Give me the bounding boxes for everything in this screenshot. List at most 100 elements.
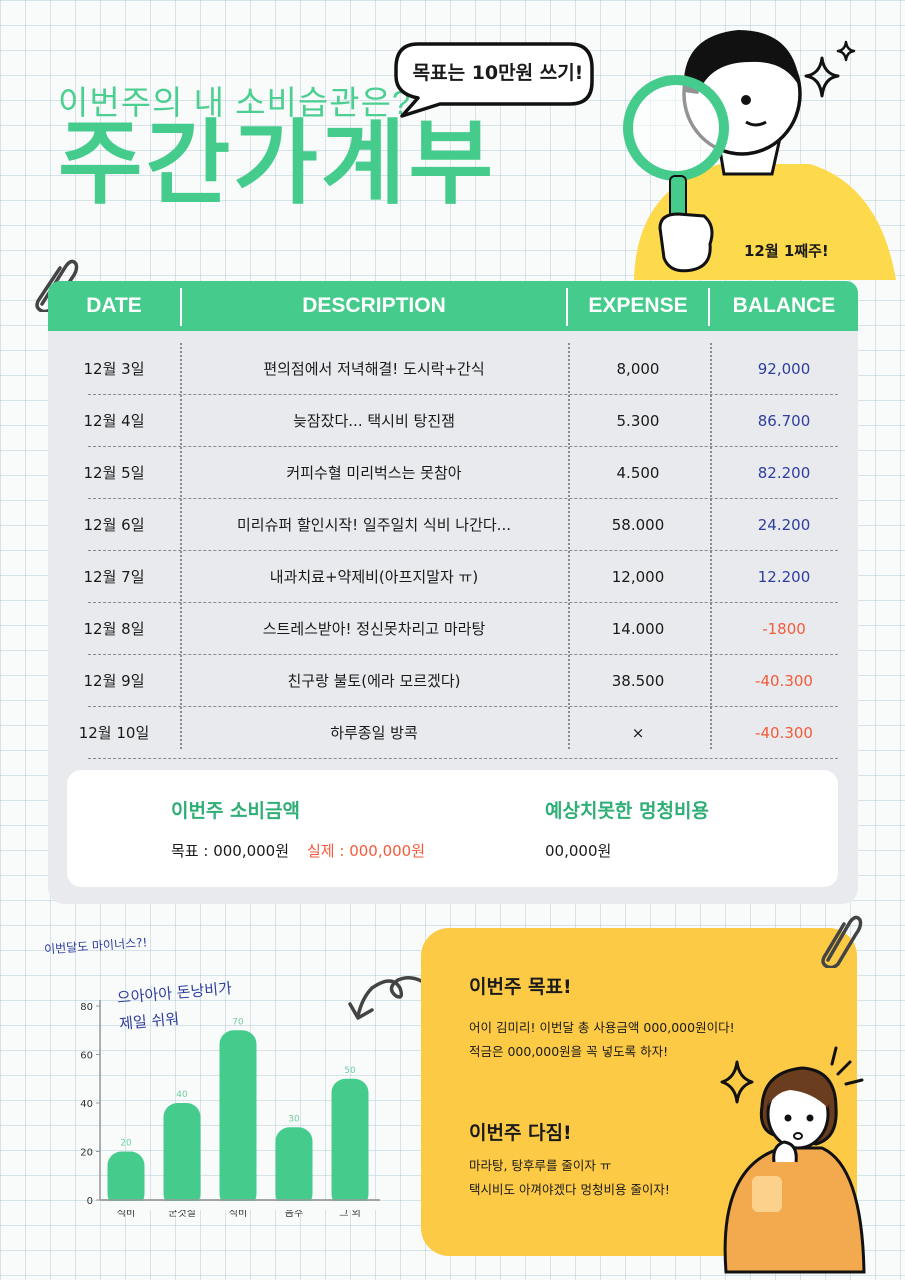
week-tag: 12월 1째주! (744, 242, 829, 260)
header-balance: BALANCE (732, 294, 836, 317)
row-divider (88, 706, 838, 707)
table-row: 12월 8일 스트레스받아! 정신못차리고 마라탕 14.000 -1800 (48, 603, 858, 655)
row-divider (88, 602, 838, 603)
table-row: 12월 10일 하루종일 방콕 × -40.300 (48, 707, 858, 759)
paperclip-icon (821, 915, 863, 968)
resolve-title: 이번주 다짐! (469, 1122, 572, 1144)
cell-date: 12월 10일 (78, 724, 150, 742)
cell-date: 12월 7일 (83, 568, 145, 586)
table-row: 12월 5일 커피수혈 미리벅스는 못참아 4.500 82.200 (48, 447, 858, 499)
column-divider (568, 343, 570, 749)
cell-expense: 58.000 (611, 516, 665, 534)
cell-description: 내과치료+약제비(아프지말자 ㅠ) (269, 568, 479, 586)
table-row: 12월 6일 미리슈퍼 할인시작! 일주일치 식비 나간다... 58.000 24.… (48, 499, 858, 551)
chart-y-tick-label: 0 (87, 1196, 93, 1207)
table-header: DATE DESCRIPTION EXPENSE BALANCE (48, 281, 858, 331)
header-date: DATE (86, 294, 142, 317)
weekly-spend-label: 이번주 소비금액 (171, 800, 300, 822)
chart-data-label: 30 (288, 1114, 300, 1124)
goal-title: 이번주 목표! (469, 976, 572, 998)
header-divider (180, 288, 182, 326)
chart-y-tick-label: 40 (80, 1099, 93, 1110)
table-row: 12월 7일 내과치료+약제비(아프지말자 ㅠ) 12,000 12.200 (48, 551, 858, 603)
page-title: 주간가계부 (58, 110, 497, 217)
person-magnifier-icon (623, 30, 896, 280)
cell-balance: 86.700 (757, 412, 811, 430)
curved-arrow-icon (348, 976, 438, 1020)
cell-description: 편의점에서 저녁해결! 도시락+간식 (263, 360, 485, 378)
table-row: 12월 3일 편의점에서 저녁해결! 도시락+간식 8,000 92,000 (48, 343, 858, 395)
page-subtitle: 이번주의 내 소비습관은? (58, 84, 412, 121)
table-row: 12월 4일 늦잠잤다... 택시비 탕진잼 5.300 86.700 (48, 395, 858, 447)
cell-expense: 4.500 (616, 464, 660, 482)
chart-bar (107, 1151, 145, 1208)
cell-balance: 24.200 (757, 516, 811, 534)
cell-date: 12월 5일 (83, 464, 145, 482)
cell-date: 12월 3일 (83, 360, 145, 378)
cell-expense: 5.300 (616, 412, 660, 430)
row-divider (88, 394, 838, 395)
header-divider (566, 288, 568, 326)
unexpected-cost-value: 00,000원 (545, 842, 612, 860)
chart-data-label: 20 (120, 1139, 132, 1149)
cell-description: 늦잠잤다... 택시비 탕진잼 (293, 412, 455, 430)
row-divider (88, 654, 838, 655)
summary-box: 이번주 소비금액 목표 : 000,000원 실제 : 000,000원 예상치… (67, 770, 838, 887)
chart-data-label: 40 (176, 1090, 188, 1100)
sparkle-icon (804, 40, 856, 98)
chart-data-label: 50 (344, 1066, 356, 1076)
cell-description: 친구랑 불토(에라 모르겠다) (287, 672, 461, 690)
cell-balance: 12.200 (757, 568, 811, 586)
cell-expense: 12,000 (611, 568, 665, 586)
cell-date: 12월 8일 (83, 620, 145, 638)
chart-data-label: 70 (232, 1017, 244, 1027)
thinking-girl-icon (723, 1046, 866, 1274)
speech-bubble-text: 목표는 10만원 쓰기! (412, 62, 584, 84)
cell-expense: 38.500 (611, 672, 665, 690)
chart-y-tick-label: 80 (80, 1002, 93, 1013)
cell-description: 커피수혈 미리벅스는 못참아 (286, 464, 462, 482)
unexpected-cost-label: 예상치못한 멍청비용 (545, 800, 709, 822)
actual-amount: 실제 : 000,000원 (307, 842, 426, 860)
resolve-line: 마라탕, 탕후루를 줄이자 ㅠ (469, 1158, 612, 1173)
cell-date: 12월 9일 (83, 672, 145, 690)
chart-bar (163, 1103, 201, 1208)
header-divider (708, 288, 710, 326)
chart-bar (219, 1030, 257, 1208)
goal-amount: 목표 : 000,000원 (171, 842, 290, 860)
cell-expense: 14.000 (611, 620, 665, 638)
header-expense: EXPENSE (588, 294, 688, 317)
cell-balance: -40.300 (755, 724, 813, 742)
goal-text: 어이 김미리! 이번달 총 사용금액 000,000원이다! 적금은 000,0… (469, 1016, 735, 1064)
table-row: 12월 9일 친구랑 불토(에라 모르겠다) 38.500 -40.300 (48, 655, 858, 707)
expense-rows: 12월 3일 편의점에서 저녁해결! 도시락+간식 8,000 92,000 12월 4… (48, 343, 858, 759)
cell-date: 12월 6일 (83, 516, 145, 534)
row-divider (88, 758, 838, 759)
goal-line: 적금은 000,000원을 꼭 넣도록 하자! (469, 1044, 669, 1059)
cell-date: 12월 4일 (83, 412, 145, 430)
cell-balance: -1800 (762, 620, 806, 638)
chart-y-tick-label: 60 (80, 1051, 93, 1062)
speech-bubble-icon (394, 42, 594, 118)
column-divider (710, 343, 712, 749)
resolve-line: 택시비도 아껴야겠다 멍청비용 줄이자! (469, 1182, 670, 1197)
goal-line: 어이 김미리! 이번달 총 사용금액 000,000원이다! (469, 1020, 735, 1035)
column-divider (180, 343, 182, 749)
chart-bar (275, 1127, 313, 1208)
cell-expense: × (631, 724, 645, 742)
cell-balance: -40.300 (755, 672, 813, 690)
cell-expense: 8,000 (616, 360, 660, 378)
chart-bar (331, 1078, 369, 1208)
cell-description: 미리슈퍼 할인시작! 일주일치 식비 나간다... (237, 516, 511, 534)
chart-y-tick-label: 20 (80, 1148, 93, 1159)
resolve-text: 마라탕, 탕후루를 줄이자 ㅠ 택시비도 아껴야겠다 멍청비용 줄이자! (469, 1154, 670, 1202)
cell-description: 스트레스받아! 정신못차리고 마라탕 (262, 620, 486, 638)
row-divider (88, 550, 838, 551)
row-divider (88, 446, 838, 447)
cell-balance: 92,000 (757, 360, 811, 378)
chart-note: 이번달도 마이너스?! (43, 935, 148, 957)
cell-description: 하루종일 방콕 (330, 724, 418, 742)
sparkle-icon (720, 1060, 754, 1104)
header-description: DESCRIPTION (302, 294, 446, 317)
